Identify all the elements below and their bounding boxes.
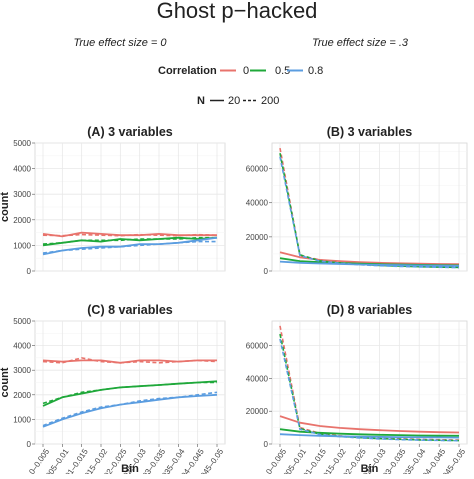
panel-d-series-corr-05-n20 <box>279 428 460 437</box>
n-legend-title: N <box>197 95 205 107</box>
panel-c-y-tick-label-4: 4000 <box>13 342 31 351</box>
panel-c-y-axis-title: count <box>0 367 11 397</box>
panel-c-x-axis-title: Bin <box>121 463 139 474</box>
panel-c-y-tick-label-3: 3000 <box>13 366 31 375</box>
panel-a-series-corr-05-n200 <box>42 236 217 245</box>
panel-d: (D) 8 variables02000040000600000–0.0050.… <box>246 303 468 479</box>
panel-d-y-tick-label-2: 40000 <box>246 374 269 383</box>
panel-c-series-corr-08-n20 <box>42 393 218 428</box>
panels: (A) 3 variables 0 1000 2000 3000 4000 5000 coun… <box>0 125 468 479</box>
panel-d-plot-area <box>271 320 468 445</box>
correlation-legend-label-1: 0.5 <box>275 65 290 77</box>
panel-a-y-tick-label-0: 0 <box>27 267 32 276</box>
panel-a-series-corr-08-n200 <box>42 240 217 254</box>
left-subtitle: True effect size = 0 <box>73 37 167 49</box>
panel-b-y-tick-label-3: 60000 <box>246 165 269 174</box>
correlation-legend-title: Correlation <box>158 65 217 77</box>
panel-c-y-tick-label-5: 5000 <box>13 317 31 326</box>
panel-d-x-axis-title: Bin <box>361 463 379 474</box>
panel-b-y-tick-label-1: 20000 <box>246 233 269 242</box>
right-subtitle: True effect size = .3 <box>312 37 409 49</box>
panel-a-y-tick-label-3: 3000 <box>13 190 31 199</box>
panel-a-y-tick-label-5: 5000 <box>13 139 31 148</box>
n-legend: N 20 200 <box>197 95 279 107</box>
figure-title: Ghost p−hacked <box>157 0 318 23</box>
panel-c-y-tick-label-1: 1000 <box>13 415 31 424</box>
correlation-legend: Correlation 0 0.5 0.8 <box>158 65 323 77</box>
panel-d-series-corr-0-n200 <box>279 325 460 441</box>
panel-b-plot-area <box>271 142 468 272</box>
panel-d-y-tick-label-1: 20000 <box>246 407 269 416</box>
panel-d-series-corr-08-n20 <box>279 433 460 439</box>
panel-b-series-corr-08-n200 <box>279 156 460 269</box>
n-legend-label-0: 20 <box>228 95 240 107</box>
panel-d-y-tick-label-3: 60000 <box>246 342 269 351</box>
panel-d-series-corr-08-n200 <box>279 338 460 442</box>
panel-d-title: (D) 8 variables <box>327 303 413 317</box>
panel-b-y-tick-label-0: 0 <box>264 267 269 276</box>
panel-c-y-tick-label-2: 2000 <box>13 391 31 400</box>
panel-c-title: (C) 8 variables <box>87 303 173 317</box>
panel-d-y-tick-label-0: 0 <box>264 440 269 449</box>
correlation-legend-label-2: 0.8 <box>308 65 323 77</box>
panel-c: (C) 8 variables 0 1000 2000 3000 4000 5000 coun… <box>0 303 226 479</box>
panel-a-series-corr-0-n200 <box>42 233 218 237</box>
panel-b: (B) 3 variables 0 20000 40000 60000 <box>246 125 468 276</box>
panel-a-y-tick-label-2: 2000 <box>13 216 31 225</box>
correlation-legend-label-0: 0 <box>243 65 249 77</box>
panel-a-title: (A) 3 variables <box>87 125 173 139</box>
panel-c-y-tick-label-0: 0 <box>27 440 32 449</box>
panel-d-series-corr-0-n20 <box>279 415 460 434</box>
panel-a: (A) 3 variables 0 1000 2000 3000 4000 5000 coun… <box>0 125 226 276</box>
panel-a-y-axis-title: count <box>0 192 11 222</box>
panel-c-series-corr-05-n20 <box>42 380 218 407</box>
panel-b-y-tick-label-2: 40000 <box>246 199 269 208</box>
panel-d-series-corr-05-n200 <box>279 333 460 442</box>
panel-c-series-corr-0-n200 <box>42 357 218 364</box>
n-legend-label-1: 200 <box>261 95 279 107</box>
panel-a-y-tick-label-1: 1000 <box>13 241 31 250</box>
panel-b-title: (B) 3 variables <box>327 125 413 139</box>
panel-a-y-tick-label-4: 4000 <box>13 165 31 174</box>
